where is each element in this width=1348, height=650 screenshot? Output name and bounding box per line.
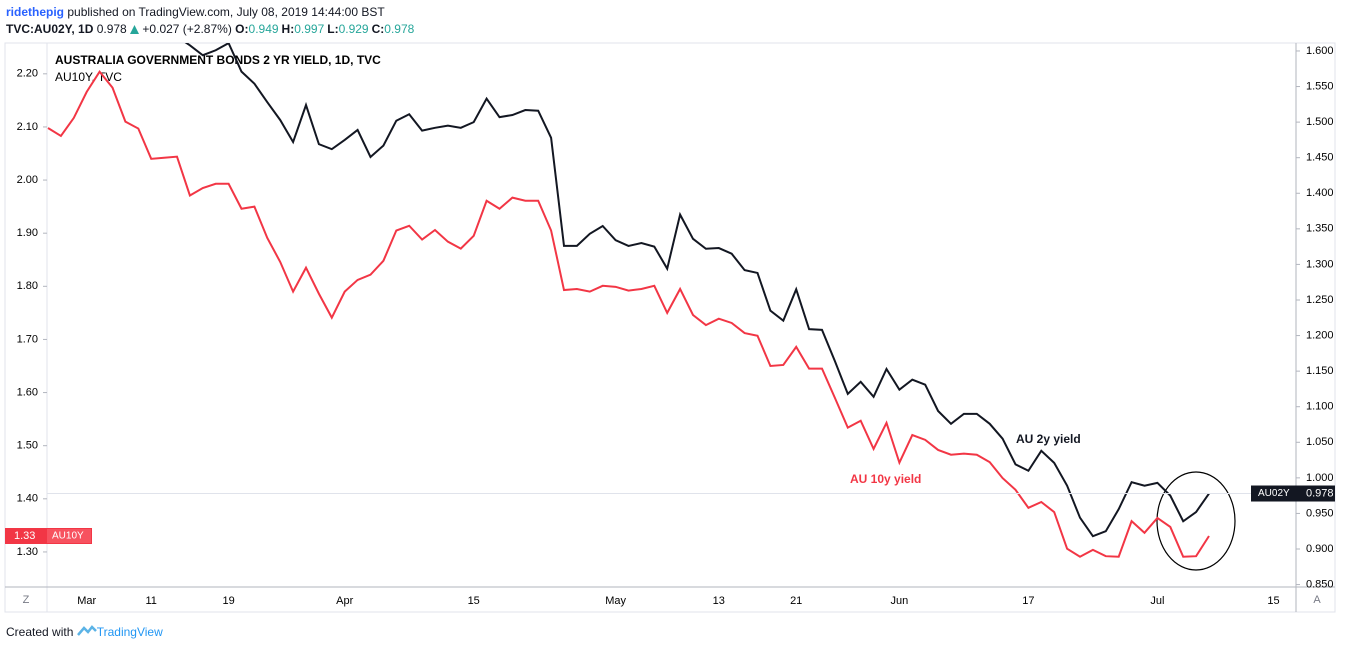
y-tick-label: 2.20 <box>17 68 38 80</box>
x-tick-label: May <box>605 595 626 607</box>
y-tick-label: 2.10 <box>17 121 38 133</box>
series-line <box>184 43 1210 538</box>
x-tick-label: 13 <box>713 595 725 607</box>
auto-button[interactable]: A <box>1313 594 1321 606</box>
ohlc-label: L: <box>327 22 339 36</box>
y2-tick-label: 1.300 <box>1306 258 1334 270</box>
up-arrow <box>130 25 140 34</box>
y2-tick-label: 1.450 <box>1306 152 1334 164</box>
chart-title: AUSTRALIA GOVERNMENT BONDS 2 YR YIELD, 1… <box>55 53 381 67</box>
publish-line: ridethepig published on TradingView.com,… <box>6 5 385 19</box>
y2-tick-label: 1.000 <box>1306 472 1334 484</box>
y-tick-label: 1.40 <box>17 493 38 505</box>
price-tag-value: 0.978 <box>1306 487 1334 499</box>
tv-logo <box>76 625 97 636</box>
ohlc: O:0.949 H:0.997 L:0.929 C:0.978 <box>235 22 417 36</box>
x-tick-label: 11 <box>145 595 156 607</box>
x-tick-label: Jun <box>891 595 909 607</box>
x-tick-label: 15 <box>1267 595 1279 607</box>
y2-tick-label: 1.150 <box>1306 365 1334 377</box>
y-tick-label: 1.80 <box>17 280 38 292</box>
symbol: TVC:AU02Y, 1D <box>6 22 94 36</box>
x-tick-label: 15 <box>468 595 480 607</box>
x-tick-label: Jul <box>1150 595 1164 607</box>
y2-tick-label: 0.900 <box>1306 543 1334 555</box>
chart-subtitle: AU10Y, TVC <box>55 70 122 84</box>
author: ridethepig <box>6 5 65 19</box>
ohlc-label: C: <box>371 22 385 36</box>
series-line <box>47 69 1210 558</box>
x-tick-label: Mar <box>77 595 96 607</box>
price-tag-name-bg <box>47 529 91 543</box>
y-tick-label: 1.30 <box>17 546 38 558</box>
published: published on TradingView.com, July 08, 2… <box>67 5 385 19</box>
ohlc-value: 0.978 <box>384 22 415 36</box>
price-tag-name: AU10Y <box>52 531 84 542</box>
symbol-line: TVC:AU02Y, 1D 0.978 +0.027 (+2.87%) O:0.… <box>6 22 417 36</box>
price-tag-value: 1.33 <box>14 530 35 542</box>
highlight-ellipse <box>1156 471 1236 571</box>
annotation: AU 2y yield <box>1016 432 1081 446</box>
y2-tick-label: 1.250 <box>1306 294 1334 306</box>
x-tick-label: Apr <box>336 595 353 607</box>
ohlc-value: 0.929 <box>338 22 369 36</box>
y-tick-label: 1.50 <box>17 440 38 452</box>
footer-brand: TradingView <box>96 625 163 639</box>
ohlc-value: 0.949 <box>248 22 279 36</box>
y2-tick-label: 0.850 <box>1306 578 1334 590</box>
x-tick-label: 21 <box>790 595 802 607</box>
y2-tick-label: 1.400 <box>1306 187 1334 199</box>
frame <box>4 42 1336 613</box>
y2-tick-label: 1.500 <box>1306 116 1334 128</box>
price-tag-name: AU02Y <box>1258 488 1290 499</box>
x-tick-label: 17 <box>1022 595 1034 607</box>
y2-tick-label: 0.950 <box>1306 507 1334 519</box>
y-tick-label: 1.60 <box>17 386 38 398</box>
y-tick-label: 1.90 <box>17 227 38 239</box>
footer: Created with TradingView <box>6 625 163 639</box>
x-tick-label: 19 <box>222 595 234 607</box>
ohlc-value: 0.997 <box>294 22 325 36</box>
y2-tick-label: 1.100 <box>1306 401 1334 413</box>
y2-tick-label: 1.600 <box>1306 45 1334 57</box>
y-tick-label: 2.00 <box>17 174 38 186</box>
y2-tick-label: 1.550 <box>1306 80 1334 92</box>
price: 0.978 <box>96 22 127 36</box>
y-tick-label: 1.70 <box>17 333 38 345</box>
plot-area <box>47 43 1210 558</box>
ohlc-label: H: <box>281 22 295 36</box>
ohlc-label: O: <box>235 22 249 36</box>
y2-tick-label: 1.350 <box>1306 223 1334 235</box>
y2-tick-label: 1.050 <box>1306 436 1334 448</box>
annotation: AU 10y yield <box>850 472 921 486</box>
y2-tick-label: 1.200 <box>1306 329 1334 341</box>
change: +0.027 (+2.87%) <box>142 22 232 36</box>
z-button[interactable]: Z <box>23 594 30 606</box>
price-tag <box>1251 485 1335 502</box>
footer-prefix: Created with <box>6 625 74 639</box>
